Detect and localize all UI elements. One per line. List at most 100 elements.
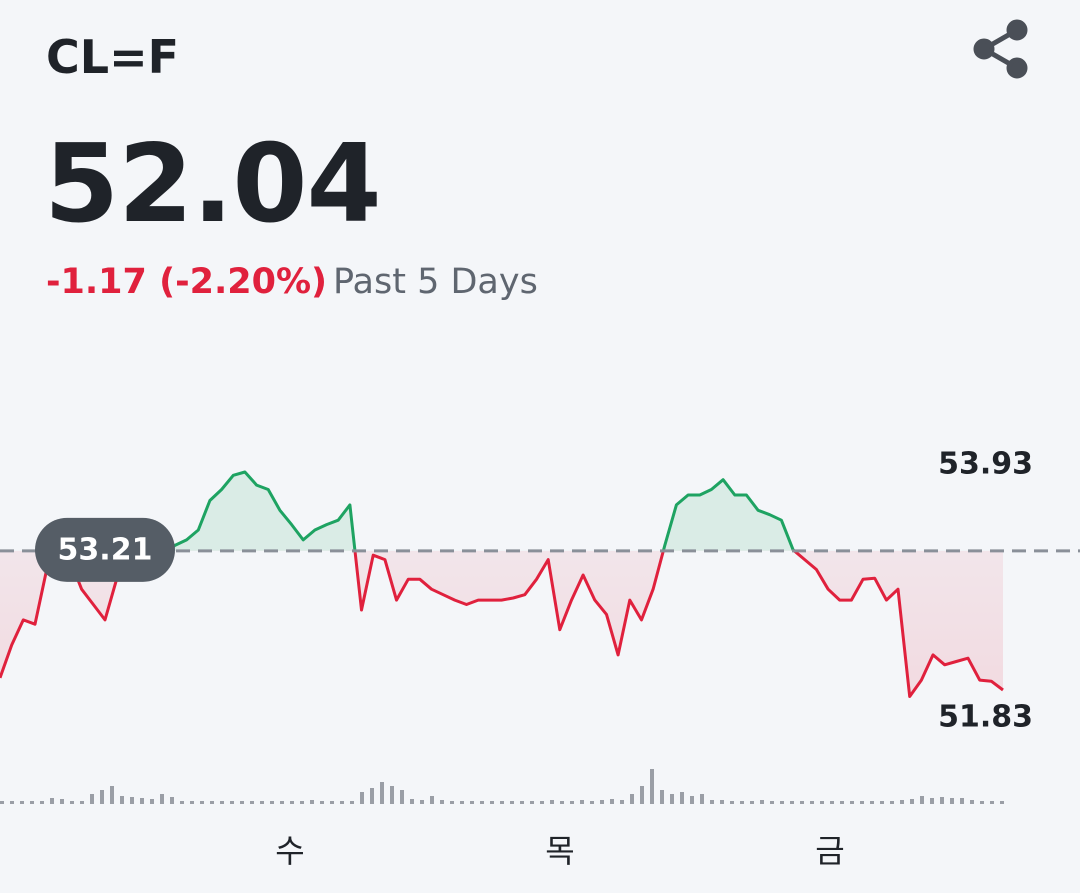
volume-bar: [480, 801, 484, 804]
volume-bar: [280, 801, 284, 804]
volume-bar: [780, 801, 784, 804]
volume-bar: [260, 801, 264, 804]
volume-bar: [170, 797, 174, 804]
volume-bar: [100, 790, 104, 804]
volume-bar: [670, 794, 674, 804]
volume-bar: [220, 801, 224, 804]
low-label: 51.83: [938, 700, 1033, 735]
volume-bar: [680, 792, 684, 804]
volume-bar: [740, 801, 744, 804]
volume-bar: [380, 782, 384, 804]
volume-bar: [540, 801, 544, 804]
volume-bar: [770, 801, 774, 804]
volume-bar: [500, 801, 504, 804]
volume-bar: [30, 801, 34, 804]
volume-bar: [150, 799, 154, 804]
volume-bar: [660, 790, 664, 804]
volume-bar: [970, 800, 974, 804]
volume-bar: [110, 786, 114, 804]
volume-bar: [820, 801, 824, 804]
volume-bar: [350, 801, 354, 804]
volume-bar: [620, 800, 624, 804]
volume-bar: [430, 796, 434, 804]
volume-bar: [840, 801, 844, 804]
period[interactable]: Past 5 Days: [333, 262, 538, 302]
volume-bar: [900, 800, 904, 804]
volume-bar: [250, 801, 254, 804]
volume-bar: [860, 801, 864, 804]
volume-bar: [750, 801, 754, 804]
volume-bar: [940, 797, 944, 804]
volume-bar: [810, 801, 814, 804]
volume-bar: [910, 799, 914, 804]
volume-bar: [60, 799, 64, 804]
volume-bar: [650, 769, 654, 804]
change: -1.17 (-2.20%): [46, 262, 328, 302]
volume-bar: [570, 801, 574, 804]
volume-bar: [400, 790, 404, 804]
volume-bar: [550, 800, 554, 804]
volume-bar: [330, 801, 334, 804]
volume-bar: [90, 794, 94, 804]
volume-bar: [850, 801, 854, 804]
area-up: [0, 472, 1003, 551]
volume-bar: [920, 796, 924, 804]
volume-bar: [140, 798, 144, 804]
volume-bar: [340, 801, 344, 804]
volume-bar: [610, 799, 614, 804]
volume-bar: [790, 801, 794, 804]
volume-bar: [270, 801, 274, 804]
volume-bar: [190, 801, 194, 804]
volume-bar: [50, 798, 54, 804]
volume-bar: [10, 801, 14, 804]
volume-bar: [410, 799, 414, 804]
x-tick-label: 목: [545, 832, 574, 870]
volume-bar: [830, 801, 834, 804]
volume-bar: [370, 788, 374, 804]
volume-bar: [630, 794, 634, 804]
share-button[interactable]: [972, 18, 1032, 80]
volume-bar: [950, 798, 954, 804]
volume-bar: [0, 801, 4, 804]
reference-pill: [35, 517, 175, 582]
volume-bar: [890, 801, 894, 804]
symbol: CL=F: [46, 30, 180, 84]
volume-bar: [40, 801, 44, 804]
change-row: -1.17 (-2.20%) Past 5 Days: [46, 262, 538, 302]
volume-bar: [730, 801, 734, 804]
reference-label: 53.21: [58, 532, 153, 567]
volume-bar: [360, 792, 364, 804]
volume-bar: [640, 786, 644, 804]
volume-bar: [120, 796, 124, 804]
volume-bar: [1000, 801, 1004, 804]
volume-bar: [160, 794, 164, 804]
volume-bar: [870, 801, 874, 804]
volume-bar: [320, 801, 324, 804]
volume-bar: [560, 801, 564, 804]
volume-bar: [420, 800, 424, 804]
volume-bar: [960, 798, 964, 804]
volume-bar: [930, 798, 934, 804]
volume-bar: [300, 801, 304, 804]
volume-bar: [70, 801, 74, 804]
x-tick-label: 수: [275, 832, 304, 870]
volume-bar: [700, 794, 704, 804]
volume-bar: [200, 801, 204, 804]
volume-bar: [710, 800, 714, 804]
volume-bar: [80, 801, 84, 804]
volume-bar: [580, 800, 584, 804]
volume-bar: [460, 801, 464, 804]
volume-bar: [990, 801, 994, 804]
volume-bar: [20, 801, 24, 804]
volume-bar: [130, 797, 134, 804]
x-tick-label: 금: [815, 832, 844, 870]
volume-bar: [600, 800, 604, 804]
volume-bar: [880, 801, 884, 804]
volume-bar: [490, 801, 494, 804]
volume-bar: [230, 801, 234, 804]
volume-bar: [520, 801, 524, 804]
area-down: [0, 550, 1003, 697]
volume-bar: [390, 786, 394, 804]
volume-bar: [590, 801, 594, 804]
